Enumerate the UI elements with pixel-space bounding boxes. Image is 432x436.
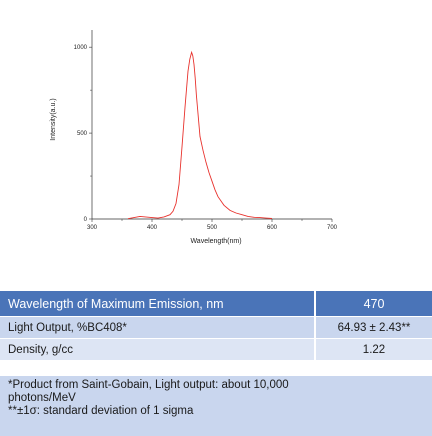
y-tick-label: 500: [77, 131, 88, 137]
table-cell-label: Light Output, %BC408*: [0, 316, 315, 339]
footnote-line: *Product from Saint-Gobain, Light output…: [8, 379, 289, 391]
y-axis-title: Intensity(a.u.): [50, 98, 57, 140]
table-cell-label: Density, g/cc: [0, 338, 315, 361]
x-axis-ticks: 300 400 500 600 700: [87, 219, 338, 231]
properties-table: Wavelength of Maximum Emission, nm 470 L…: [0, 291, 432, 361]
y-axis-ticks: 0 500 1000: [74, 45, 92, 223]
table-cell-value: 1.22: [314, 338, 432, 361]
y-tick-label: 1000: [74, 45, 88, 51]
x-tick-label: 500: [207, 225, 218, 231]
series-line: [127, 50, 273, 220]
table-cell-value: 64.93 ± 2.43**: [314, 316, 432, 339]
x-tick-label: 700: [327, 225, 338, 231]
table-row: Light Output, %BC408* 64.93 ± 2.43**: [0, 316, 432, 339]
table-row: Density, g/cc 1.22: [0, 338, 432, 361]
y-tick-label: 0: [84, 217, 88, 223]
x-axis-title: Wavelength(nm): [190, 238, 241, 245]
footnote-line: **±1σ: standard deviation of 1 sigma: [8, 405, 194, 417]
footnote-line: photons/MeV: [8, 392, 76, 404]
table-cell-label: Wavelength of Maximum Emission, nm: [0, 291, 315, 317]
table-row: Wavelength of Maximum Emission, nm 470: [0, 291, 432, 317]
chart-axes: [91, 30, 332, 220]
x-tick-label: 400: [147, 225, 158, 231]
table-cell-value: 470: [314, 291, 432, 317]
x-tick-label: 600: [267, 225, 278, 231]
footnotes: *Product from Saint-Gobain, Light output…: [0, 376, 432, 436]
x-tick-label: 300: [87, 225, 98, 231]
